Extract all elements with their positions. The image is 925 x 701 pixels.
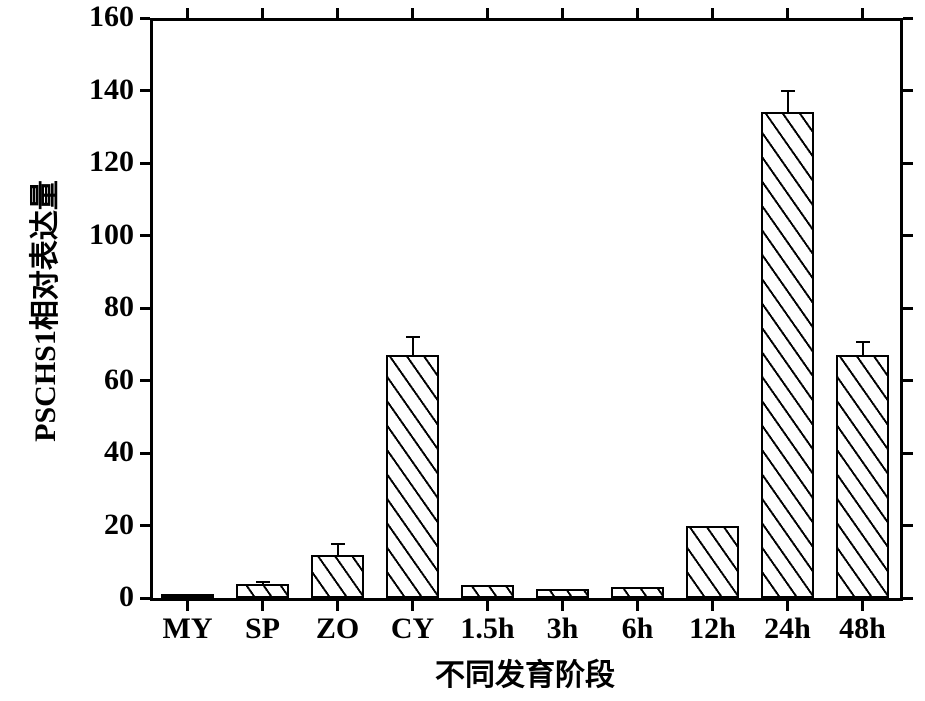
y-tick bbox=[140, 597, 150, 600]
y-tick-label: 0 bbox=[119, 580, 134, 614]
y-tick-label: 160 bbox=[89, 0, 134, 34]
y-tick bbox=[140, 307, 150, 310]
error-bar-stem bbox=[337, 544, 339, 555]
y-tick bbox=[903, 307, 913, 310]
bar-chart: PSCHS1相对表达量 不同发育阶段 0 20 40 60 80 100 120 140 160… bbox=[0, 0, 925, 701]
bar bbox=[386, 355, 439, 598]
x-tick bbox=[711, 8, 714, 18]
y-tick-label: 120 bbox=[89, 145, 134, 179]
error-bar-cap bbox=[331, 543, 345, 545]
bar bbox=[161, 594, 214, 598]
x-tick bbox=[711, 601, 714, 611]
x-tick bbox=[636, 8, 639, 18]
y-tick bbox=[903, 597, 913, 600]
x-tick bbox=[186, 8, 189, 18]
x-tick-label: 3h bbox=[525, 612, 600, 646]
bar bbox=[461, 585, 514, 598]
error-bar-cap bbox=[856, 341, 870, 343]
x-tick-label: 48h bbox=[825, 612, 900, 646]
x-tick bbox=[636, 601, 639, 611]
x-tick bbox=[786, 601, 789, 611]
y-axis-right bbox=[900, 18, 903, 601]
x-tick-label: 12h bbox=[675, 612, 750, 646]
error-bar-cap bbox=[781, 90, 795, 92]
x-tick bbox=[261, 601, 264, 611]
error-bar-stem bbox=[412, 337, 414, 355]
x-tick-label: 1.5h bbox=[450, 612, 525, 646]
x-tick bbox=[336, 8, 339, 18]
x-tick bbox=[561, 601, 564, 611]
x-tick bbox=[336, 601, 339, 611]
y-tick-label: 80 bbox=[104, 290, 134, 324]
x-axis-label: 不同发育阶段 bbox=[150, 650, 900, 694]
y-tick bbox=[140, 17, 150, 20]
bar bbox=[536, 589, 589, 598]
y-tick bbox=[140, 89, 150, 92]
y-tick bbox=[903, 524, 913, 527]
x-tick-label: ZO bbox=[300, 612, 375, 646]
x-tick bbox=[486, 601, 489, 611]
y-tick-label: 100 bbox=[89, 218, 134, 252]
bar bbox=[611, 587, 664, 598]
y-axis-label: PSCHS1相对表达量 bbox=[20, 21, 64, 601]
y-tick bbox=[140, 234, 150, 237]
y-tick bbox=[140, 524, 150, 527]
x-tick-label: 24h bbox=[750, 612, 825, 646]
bar bbox=[836, 355, 889, 598]
x-tick bbox=[486, 8, 489, 18]
y-axis-left bbox=[150, 18, 153, 601]
bar bbox=[761, 112, 814, 598]
x-tick-label: CY bbox=[375, 612, 450, 646]
error-bar-cap bbox=[406, 336, 420, 338]
x-tick bbox=[261, 8, 264, 18]
x-tick bbox=[861, 8, 864, 18]
bar bbox=[686, 526, 739, 599]
error-bar-stem bbox=[787, 91, 789, 113]
x-tick bbox=[561, 8, 564, 18]
y-tick bbox=[140, 452, 150, 455]
y-tick bbox=[903, 379, 913, 382]
x-tick bbox=[186, 601, 189, 611]
y-tick-label: 140 bbox=[89, 73, 134, 107]
x-axis-top bbox=[150, 18, 903, 21]
x-tick-label: 6h bbox=[600, 612, 675, 646]
y-tick bbox=[140, 162, 150, 165]
y-tick-label: 60 bbox=[104, 363, 134, 397]
error-bar-stem bbox=[862, 342, 864, 355]
x-tick bbox=[861, 601, 864, 611]
x-tick bbox=[411, 8, 414, 18]
x-tick-label: MY bbox=[150, 612, 225, 646]
x-tick bbox=[411, 601, 414, 611]
y-tick-label: 20 bbox=[104, 508, 134, 542]
bar bbox=[311, 555, 364, 599]
y-tick-label: 40 bbox=[104, 435, 134, 469]
y-tick bbox=[903, 452, 913, 455]
y-tick bbox=[903, 162, 913, 165]
error-bar-cap bbox=[256, 581, 270, 583]
x-tick bbox=[786, 8, 789, 18]
y-tick bbox=[140, 379, 150, 382]
x-tick-label: SP bbox=[225, 612, 300, 646]
y-tick bbox=[903, 89, 913, 92]
y-tick bbox=[903, 234, 913, 237]
bar bbox=[236, 584, 289, 599]
y-tick bbox=[903, 17, 913, 20]
